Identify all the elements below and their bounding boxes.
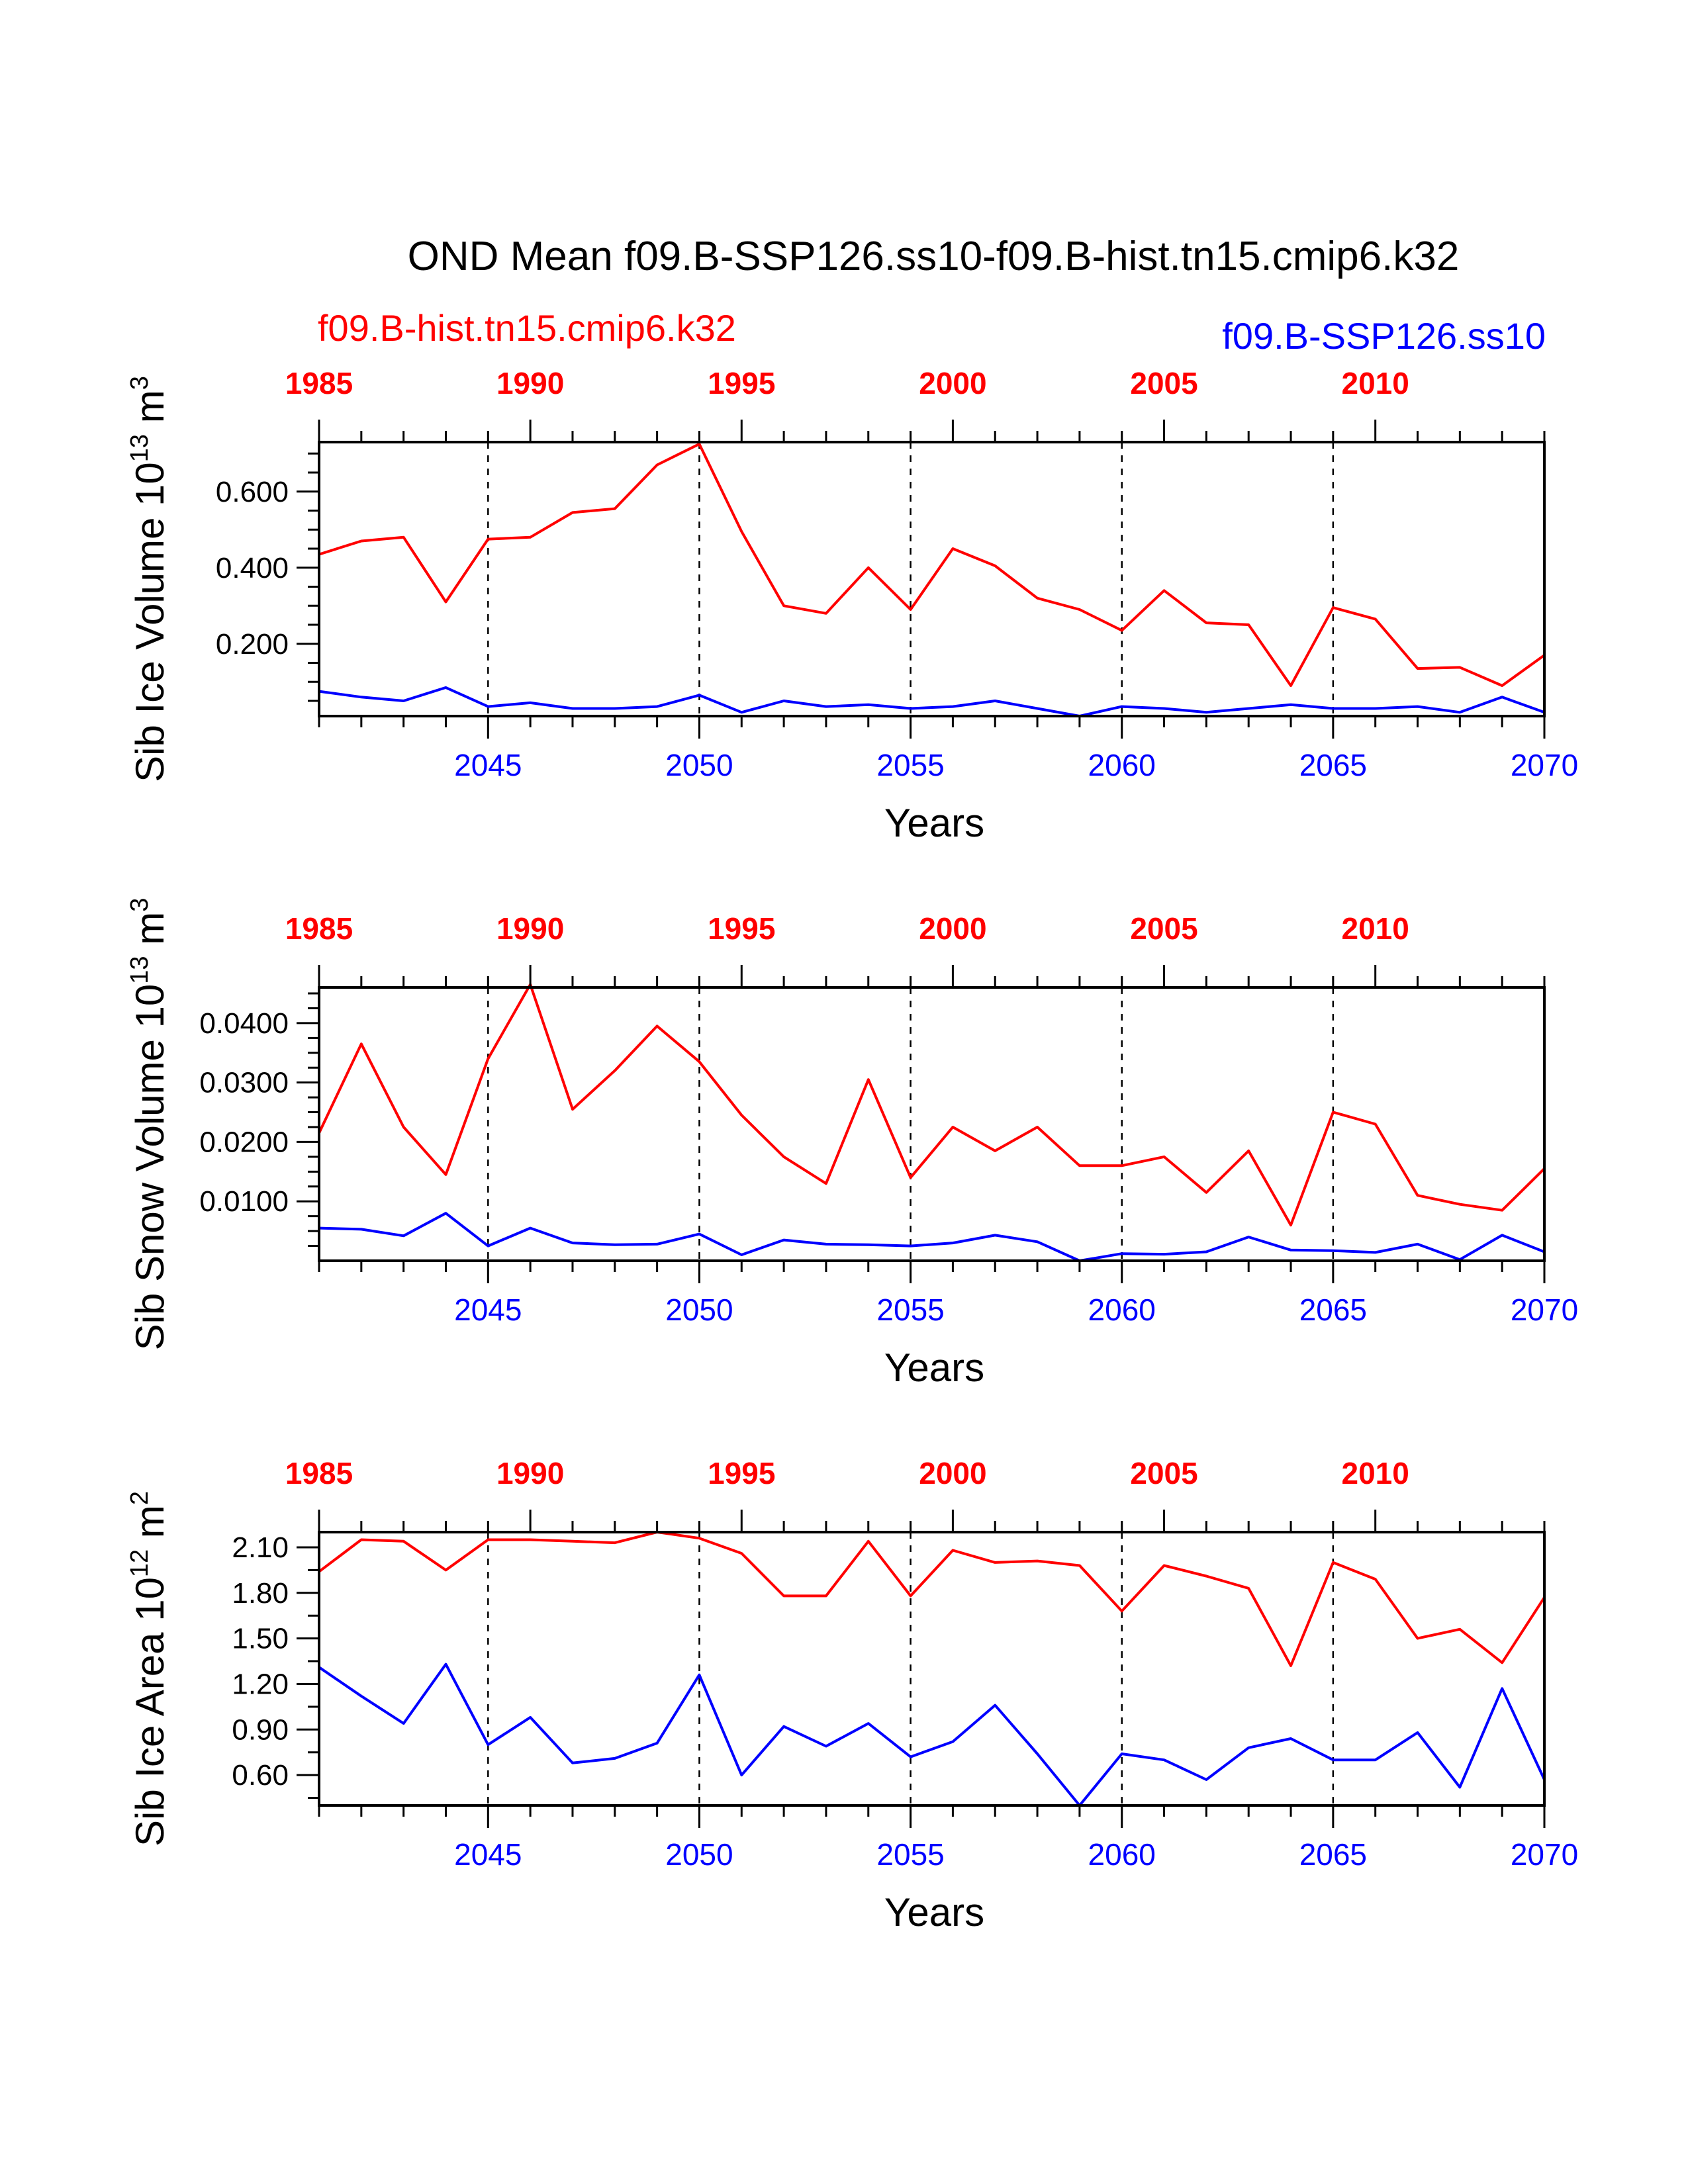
x-tick-label-bottom: 2065 bbox=[1299, 748, 1367, 782]
y-axis-label-part: 2 bbox=[126, 1491, 154, 1505]
x-tick-label-top: 2010 bbox=[1342, 366, 1409, 400]
y-axis-label-part: Sib Ice Area 10 bbox=[128, 1577, 172, 1846]
x-tick-label-top: 1990 bbox=[496, 366, 564, 400]
y-axis-label-part: Sib Snow Volume 10 bbox=[128, 984, 172, 1351]
y-tick-label: 1.20 bbox=[232, 1668, 289, 1700]
x-tick-label-bottom: 2055 bbox=[876, 1293, 944, 1327]
x-tick-label-top: 2000 bbox=[919, 911, 986, 946]
x-tick-label-bottom: 2050 bbox=[665, 1293, 733, 1327]
y-tick-label: 0.0100 bbox=[199, 1185, 289, 1218]
x-tick-label-top: 2000 bbox=[919, 1456, 986, 1490]
x-tick-label-top: 1995 bbox=[708, 366, 775, 400]
x-tick-label-bottom: 2050 bbox=[665, 1837, 733, 1872]
y-tick-label: 0.0400 bbox=[199, 1007, 289, 1040]
x-tick-label-bottom: 2070 bbox=[1511, 748, 1578, 782]
y-tick-label: 2.10 bbox=[232, 1531, 289, 1564]
panel-2: 2045 2050 2055 2060 2065 2070 1985 1990 1995 2000… bbox=[126, 898, 1578, 1390]
x-tick-label-bottom: 2060 bbox=[1088, 1293, 1156, 1327]
legend-hist: f09.B-hist.tn15.cmip6.k32 bbox=[318, 307, 736, 349]
y-axis-label-part: m bbox=[128, 1505, 172, 1549]
x-axis-label: Years bbox=[884, 801, 984, 845]
y-tick-label: 0.60 bbox=[232, 1759, 289, 1792]
y-tick-label: 0.200 bbox=[216, 628, 289, 660]
x-tick-label-bottom: 2045 bbox=[454, 1293, 522, 1327]
x-tick-label-top: 2005 bbox=[1130, 1456, 1197, 1490]
plot-frame bbox=[318, 441, 1546, 717]
plot-frame bbox=[318, 986, 1546, 1262]
y-axis-label-part: 3 bbox=[126, 898, 154, 912]
y-axis-label-part: m bbox=[128, 390, 172, 434]
y-tick-label: 1.50 bbox=[232, 1623, 289, 1655]
y-axis-label-part: 13 bbox=[126, 434, 154, 462]
x-tick-label-bottom: 2045 bbox=[454, 1837, 522, 1872]
y-tick-label: 0.600 bbox=[216, 476, 289, 508]
x-tick-label-top: 1990 bbox=[496, 911, 564, 946]
x-tick-label-bottom: 2065 bbox=[1299, 1293, 1367, 1327]
x-tick-label-top: 1985 bbox=[285, 1456, 353, 1490]
x-tick-label-top: 1985 bbox=[285, 366, 353, 400]
x-tick-label-bottom: 2045 bbox=[454, 748, 522, 782]
panel-1: 2045 2050 2055 2060 2065 2070 1985 1990 1995 2000… bbox=[126, 366, 1578, 845]
legend-ssp: f09.B-SSP126.ss10 bbox=[1222, 315, 1546, 357]
y-axis-label: Sib Snow Volume 1013 m3 bbox=[126, 898, 172, 1351]
panels: 2045 2050 2055 2060 2065 2070 1985 1990 1995 2000… bbox=[126, 366, 1578, 1934]
series-ssp-line bbox=[318, 1212, 1545, 1262]
panel-3: 2045 2050 2055 2060 2065 2070 1985 1990 1995 2000… bbox=[126, 1456, 1578, 1934]
x-tick-label-bottom: 2065 bbox=[1299, 1837, 1367, 1872]
x-tick-label-top: 2010 bbox=[1342, 1456, 1409, 1490]
y-tick-label: 0.90 bbox=[232, 1713, 289, 1746]
y-tick-label: 1.80 bbox=[232, 1577, 289, 1610]
series-hist-line bbox=[318, 983, 1546, 1227]
x-tick-label-bottom: 2050 bbox=[665, 748, 733, 782]
y-tick-label: 0.400 bbox=[216, 552, 289, 584]
y-tick-label: 0.0200 bbox=[199, 1126, 289, 1158]
x-tick-label-top: 2000 bbox=[919, 366, 986, 400]
x-tick-label-top: 1995 bbox=[708, 1456, 775, 1490]
y-axis-label-part: 3 bbox=[126, 376, 154, 390]
series-ssp-line bbox=[318, 1662, 1546, 1807]
series-ssp-line bbox=[318, 686, 1545, 717]
x-tick-label-top: 1995 bbox=[708, 911, 775, 946]
x-tick-label-bottom: 2055 bbox=[876, 1837, 944, 1872]
x-tick-label-bottom: 2060 bbox=[1088, 1837, 1156, 1872]
x-tick-label-top: 1985 bbox=[285, 911, 353, 946]
figure-title: OND Mean f09.B-SSP126.ss10-f09.B-hist.tn… bbox=[408, 234, 1460, 279]
y-axis-label: Sib Ice Area 1012 m2 bbox=[126, 1491, 172, 1846]
x-tick-label-bottom: 2055 bbox=[876, 748, 944, 782]
y-axis-label: Sib Ice Volume 1013 m3 bbox=[126, 376, 172, 782]
x-tick-label-bottom: 2070 bbox=[1511, 1837, 1578, 1872]
x-tick-label-bottom: 2070 bbox=[1511, 1293, 1578, 1327]
x-axis-label: Years bbox=[884, 1890, 984, 1934]
x-tick-label-top: 2010 bbox=[1342, 911, 1409, 946]
y-axis-label-part: Sib Ice Volume 10 bbox=[128, 462, 172, 782]
plot-frame bbox=[318, 1531, 1546, 1807]
series-hist-line bbox=[318, 1531, 1546, 1667]
x-axis-label: Years bbox=[884, 1345, 984, 1390]
x-tick-label-top: 1990 bbox=[496, 1456, 564, 1490]
y-axis-label-part: m bbox=[128, 912, 172, 956]
y-axis-label-part: 12 bbox=[126, 1549, 154, 1577]
x-tick-label-bottom: 2060 bbox=[1088, 748, 1156, 782]
x-tick-label-top: 2005 bbox=[1130, 366, 1197, 400]
y-axis-label-part: 13 bbox=[126, 956, 154, 983]
series-hist-line bbox=[318, 442, 1546, 687]
y-tick-label: 0.0300 bbox=[199, 1067, 289, 1099]
x-tick-label-top: 2005 bbox=[1130, 911, 1197, 946]
